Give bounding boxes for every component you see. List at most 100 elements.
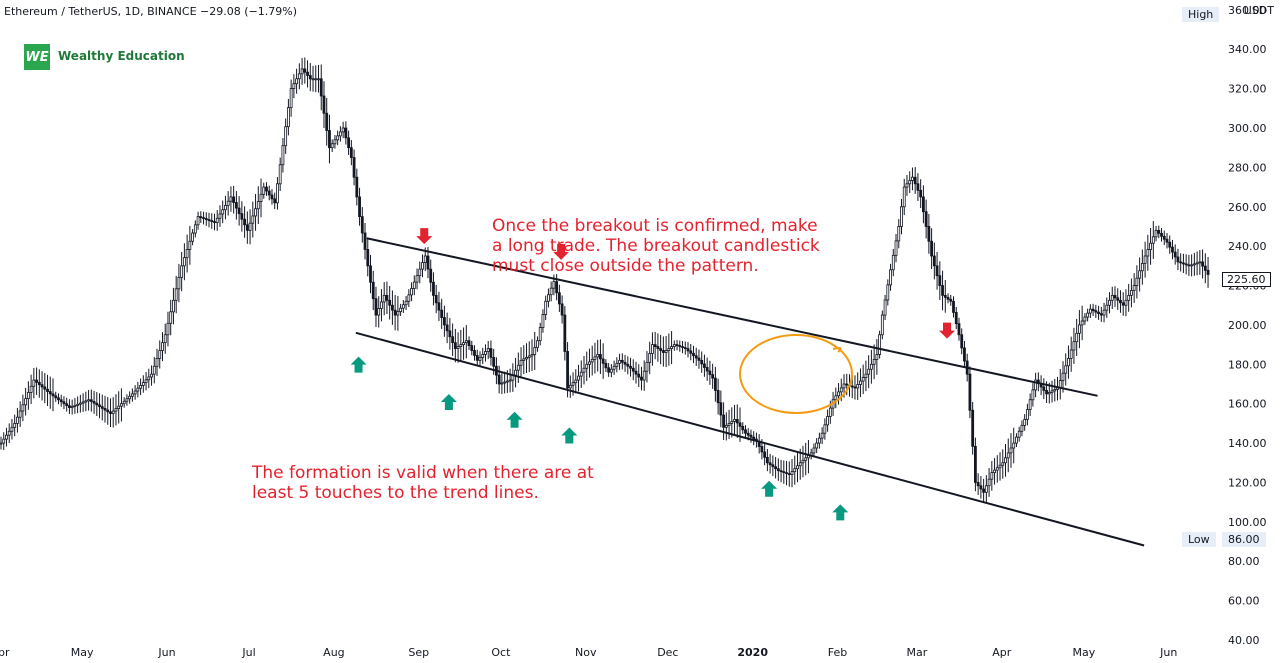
candle-body — [889, 269, 892, 286]
candle-body — [470, 345, 474, 351]
candle-body — [1031, 389, 1035, 401]
candle-body — [355, 176, 359, 198]
candle-body — [763, 451, 767, 458]
candle-body — [727, 422, 731, 426]
breakout-circle-tail — [832, 347, 842, 353]
candle-body — [48, 391, 52, 395]
candle-body — [946, 296, 950, 300]
candle-body — [1179, 261, 1183, 264]
candle-body — [130, 393, 134, 397]
candle-body — [508, 379, 512, 382]
price-change: −29.08 (−1.79%) — [200, 5, 297, 18]
y-tick-label: 360.00 — [1228, 4, 1267, 17]
candle-body — [429, 268, 433, 283]
x-axis: Apr May Jun Jul Aug Sep Oct Nov Dec 2020 Feb Mar Apr… — [0, 646, 1177, 659]
candle-body — [278, 164, 282, 185]
candle-body — [111, 410, 115, 414]
candle-body — [566, 351, 569, 389]
candle-body — [256, 201, 260, 210]
candle-body — [1201, 261, 1204, 267]
candle-body — [322, 95, 326, 114]
candle-body — [265, 186, 268, 192]
candle-body — [240, 213, 244, 220]
candle-body — [344, 127, 348, 139]
candle-body — [40, 384, 44, 388]
candle-body — [136, 387, 140, 392]
candle-body — [169, 311, 173, 324]
candle-body — [516, 364, 520, 371]
candle-body — [607, 367, 611, 373]
candle-body — [224, 205, 227, 211]
candle-body — [700, 359, 704, 365]
last-price: 225.60 — [1222, 272, 1271, 287]
trendlines — [355, 237, 1145, 547]
candle-body — [629, 365, 632, 369]
x-tick-label: Jul — [241, 646, 255, 659]
y-axis: 40.00 60.00 80.00 100.00 120.00 140.00 160.00 1… — [1228, 4, 1267, 647]
candle-body — [919, 189, 923, 198]
candle-body — [374, 298, 378, 316]
candle-body — [163, 334, 167, 344]
y-tick-label: 280.00 — [1228, 161, 1267, 174]
candle-body — [369, 265, 372, 283]
candle-body — [891, 254, 895, 271]
up-arrow-icon — [761, 480, 778, 497]
candle-body — [1124, 299, 1128, 306]
candle-body — [486, 348, 490, 352]
candle-body — [1165, 238, 1169, 243]
candle-body — [993, 469, 996, 474]
candle-body — [771, 464, 775, 468]
candle-body — [1086, 312, 1090, 318]
candle-body — [724, 424, 728, 428]
candle-body — [708, 370, 712, 375]
candle-body — [519, 359, 523, 366]
candle-body — [1034, 379, 1038, 391]
candle-body — [713, 377, 717, 391]
breakout-circle — [739, 334, 853, 414]
breakout-annotation-line: must close outside the pattern. — [492, 256, 759, 276]
breakout-annotation-line: a long trade. The breakout candlestick — [492, 236, 820, 256]
candle-body — [445, 324, 449, 332]
candle-body — [1157, 229, 1161, 234]
candle-body — [51, 393, 55, 397]
candle-body — [1009, 447, 1013, 454]
candle-body — [380, 301, 383, 309]
candle-body — [902, 186, 906, 208]
y-tick-label: 260.00 — [1228, 201, 1267, 214]
candle-body — [193, 224, 197, 234]
formation-annotation-line: least 5 touches to the trend lines. — [252, 483, 539, 503]
candle-body — [549, 287, 553, 296]
candle-body — [338, 131, 342, 137]
low-badge: Low — [1182, 532, 1216, 547]
candle-body — [563, 314, 567, 352]
candle-body — [1138, 270, 1142, 279]
candle-body — [308, 75, 312, 80]
candle-body — [204, 218, 208, 220]
candle-body — [514, 369, 517, 376]
candle-body — [582, 367, 586, 373]
candle-body — [1110, 294, 1114, 301]
candle-body — [525, 357, 528, 360]
candle-body — [87, 399, 90, 402]
currency-label: USDT — [1243, 4, 1274, 17]
y-tick-label: 320.00 — [1228, 83, 1267, 96]
candle-body — [382, 294, 386, 303]
candle-body — [182, 257, 186, 267]
candle-body — [798, 462, 802, 467]
candle-body — [752, 436, 756, 440]
candle-body — [317, 78, 320, 81]
candle-body — [18, 410, 22, 418]
candle-body — [1061, 372, 1065, 381]
candle-body — [456, 346, 460, 349]
candle-body — [599, 354, 602, 360]
candle-body — [289, 88, 293, 109]
candle-body — [722, 414, 725, 428]
candle-body — [555, 281, 559, 294]
candle-body — [388, 299, 392, 306]
candle-body — [930, 240, 934, 257]
candle-body — [793, 468, 797, 473]
candle-body — [57, 397, 60, 401]
candle-body — [916, 183, 920, 191]
candle-body — [243, 218, 247, 226]
candle-body — [35, 379, 38, 383]
